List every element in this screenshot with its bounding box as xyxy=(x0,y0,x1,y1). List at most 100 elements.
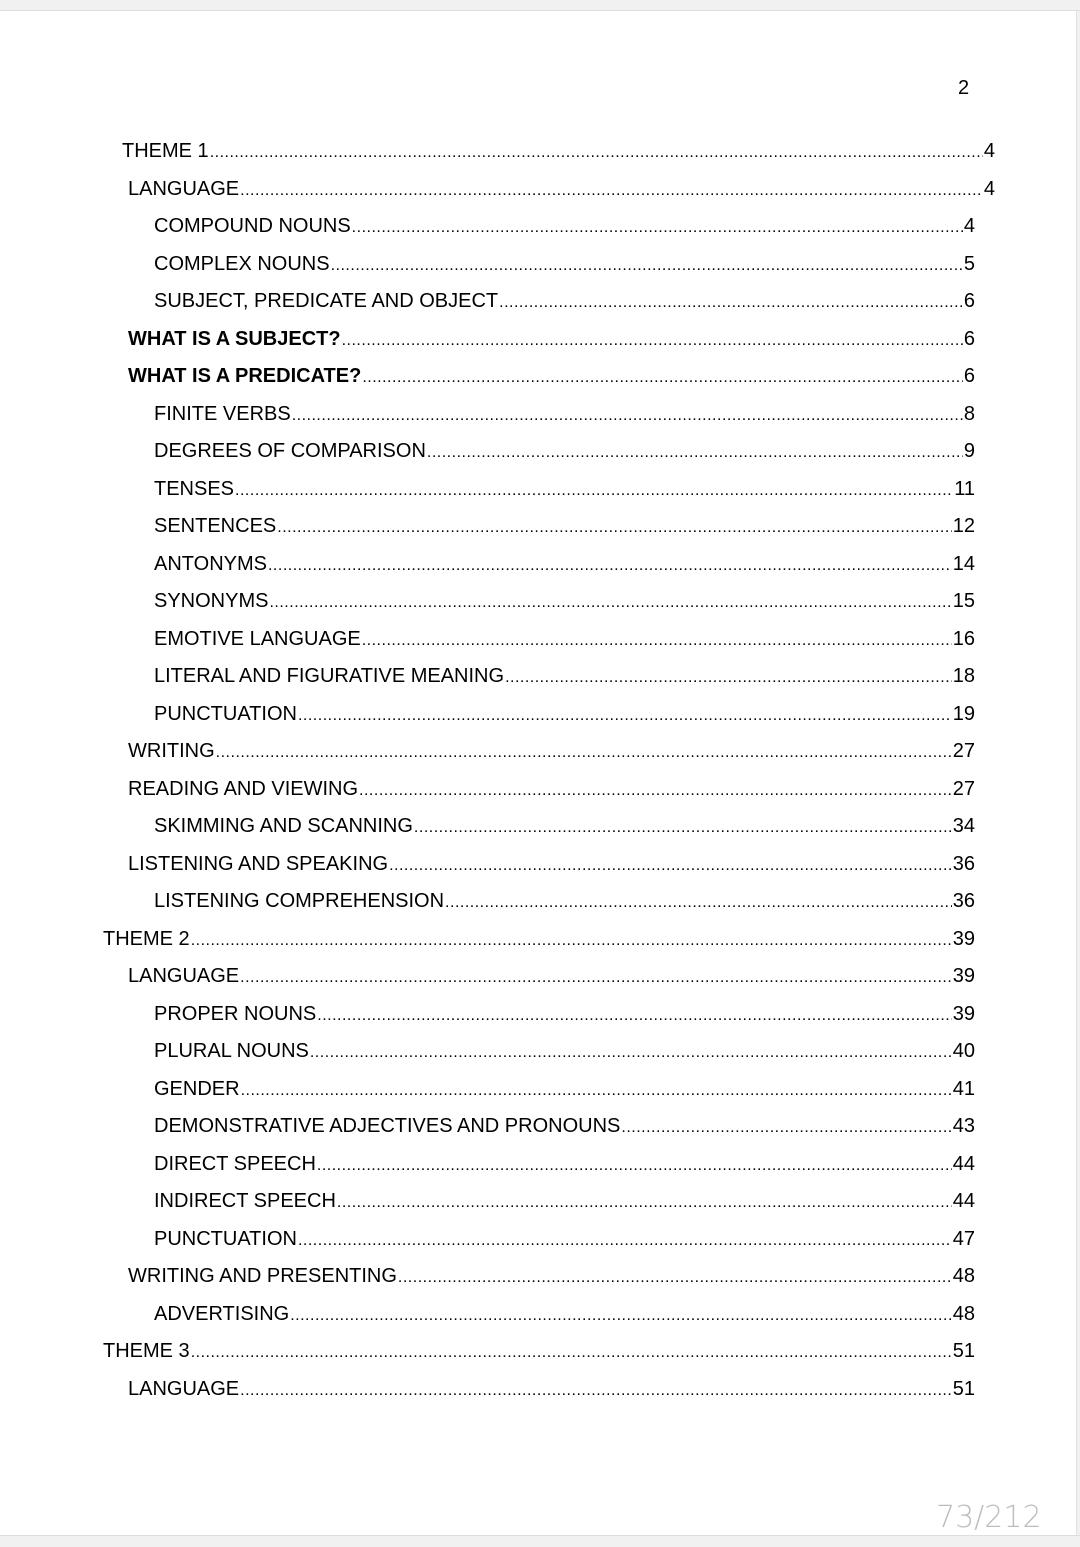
toc-dot-leader xyxy=(621,1116,951,1140)
toc-entry-title: COMPOUND NOUNS xyxy=(154,215,351,237)
toc-dot-leader xyxy=(191,929,952,953)
toc-entry-title: GENDER xyxy=(154,1077,240,1100)
toc-entry-title: THEME 1 xyxy=(122,140,209,162)
toc-entry-page: 14 xyxy=(952,552,975,575)
toc-entry-page: 15 xyxy=(952,590,975,612)
toc-entry-page: 27 xyxy=(952,777,975,800)
toc-dot-leader xyxy=(352,216,963,240)
toc-entry-page: 16 xyxy=(952,627,975,650)
toc-dot-leader xyxy=(269,591,951,615)
toc-entry-title: COMPLEX NOUNS xyxy=(154,252,330,275)
toc-entry[interactable]: COMPOUND NOUNS 4 xyxy=(154,214,975,238)
toc-entry-title: READING AND VIEWING xyxy=(128,777,359,800)
toc-entry[interactable]: COMPLEX NOUNS 5 xyxy=(154,252,975,276)
toc-entry-title: DEMONSTRATIVE ADJECTIVES AND PRONOUNS xyxy=(154,1115,621,1137)
toc-dot-leader xyxy=(389,854,952,878)
toc-dot-leader xyxy=(359,779,952,803)
toc-entry[interactable]: PROPER NOUNS 39 xyxy=(154,1002,975,1026)
toc-dot-leader xyxy=(337,1191,952,1215)
toc-entry[interactable]: DEMONSTRATIVE ADJECTIVES AND PRONOUNS 43 xyxy=(154,1114,975,1138)
toc-entry-page: 27 xyxy=(952,740,975,762)
toc-entry-page: 43 xyxy=(952,1115,975,1137)
toc-entry[interactable]: DEGREES OF COMPARISON 9 xyxy=(154,439,975,463)
toc-entry-page: 39 xyxy=(952,927,975,950)
toc-dot-leader xyxy=(317,1004,952,1028)
viewer-top-bar xyxy=(0,0,1080,11)
toc-entry[interactable]: WRITING AND PRESENTING 48 xyxy=(128,1264,975,1288)
toc-entry[interactable]: FINITE VERBS 8 xyxy=(154,402,975,426)
toc-entry-page: 36 xyxy=(952,890,975,912)
toc-entry-page: 9 xyxy=(963,440,975,462)
toc-entry[interactable]: LISTENING COMPREHENSION 36 xyxy=(154,889,975,913)
toc-entry[interactable]: EMOTIVE LANGUAGE 16 xyxy=(154,627,975,651)
toc-dot-leader xyxy=(427,441,963,465)
toc-dot-leader xyxy=(240,179,983,203)
toc-entry[interactable]: READING AND VIEWING 27 xyxy=(128,777,975,801)
toc-entry-title: SENTENCES xyxy=(154,515,277,537)
toc-entry[interactable]: SUBJECT, PREDICATE AND OBJECT 6 xyxy=(154,289,975,313)
page-counter: 73/212 xyxy=(936,1500,1042,1535)
toc-entry[interactable]: LANGUAGE 51 xyxy=(128,1377,975,1401)
toc-entry-page: 51 xyxy=(952,1340,975,1362)
toc-entry[interactable]: SYNONYMS 15 xyxy=(154,589,975,613)
toc-entry[interactable]: LISTENING AND SPEAKING 36 xyxy=(128,852,975,876)
toc-entry[interactable]: ADVERTISING 48 xyxy=(154,1302,975,1326)
toc-entry[interactable]: LANGUAGE 4 xyxy=(128,177,995,201)
toc-entry-title: LITERAL AND FIGURATIVE MEANING xyxy=(154,665,505,687)
toc-entry-page: 18 xyxy=(952,665,975,687)
toc-entry-title: SKIMMING AND SCANNING xyxy=(154,815,413,837)
toc-entry-page: 44 xyxy=(952,1152,975,1175)
toc-entry[interactable]: THEME 1 4 xyxy=(122,139,995,163)
toc-dot-leader xyxy=(292,404,963,428)
toc-entry-page: 47 xyxy=(952,1227,975,1250)
toc-dot-leader xyxy=(240,966,952,990)
toc-entry-title: EMOTIVE LANGUAGE xyxy=(154,627,361,650)
toc-entry[interactable]: TENSES 11 xyxy=(154,477,975,501)
toc-dot-leader xyxy=(505,666,952,690)
toc-entry[interactable]: THEME 2 39 xyxy=(103,927,975,951)
toc-dot-leader xyxy=(398,1266,952,1290)
toc-entry[interactable]: DIRECT SPEECH 44 xyxy=(154,1152,975,1176)
toc-entry-title: PROPER NOUNS xyxy=(154,1002,317,1025)
viewer-bottom-bar xyxy=(0,1535,1080,1547)
toc-entry-page: 48 xyxy=(952,1265,975,1287)
toc-entry-page: 36 xyxy=(952,852,975,875)
toc-entry[interactable]: PUNCTUATION 19 xyxy=(154,702,975,726)
toc-dot-leader xyxy=(445,891,952,915)
toc-dot-leader xyxy=(362,629,952,653)
toc-dot-leader xyxy=(362,366,963,390)
toc-entry[interactable]: GENDER 41 xyxy=(154,1077,975,1101)
toc-entry[interactable]: PLURAL NOUNS 40 xyxy=(154,1039,975,1063)
toc-entry-title: WHAT IS A PREDICATE? xyxy=(128,365,362,387)
toc-entry[interactable]: THEME 3 51 xyxy=(103,1339,975,1363)
toc-entry-page: 40 xyxy=(952,1040,975,1062)
toc-entry[interactable]: INDIRECT SPEECH 44 xyxy=(154,1189,975,1213)
toc-entry-page: 51 xyxy=(952,1377,975,1400)
toc-entry[interactable]: LANGUAGE 39 xyxy=(128,964,975,988)
toc-entry[interactable]: WHAT IS A SUBJECT? 6 xyxy=(128,327,975,351)
toc-entry[interactable]: SENTENCES 12 xyxy=(154,514,975,538)
toc-entry-page: 6 xyxy=(963,290,975,312)
toc-entry-page: 11 xyxy=(954,477,975,500)
toc-entry-page: 12 xyxy=(952,515,975,537)
toc-entry[interactable]: WHAT IS A PREDICATE? 6 xyxy=(128,364,975,388)
toc-entry[interactable]: SKIMMING AND SCANNING 34 xyxy=(154,814,975,838)
toc-dot-leader xyxy=(191,1341,952,1365)
toc-entry-title: TENSES xyxy=(154,477,235,500)
toc-entry[interactable]: PUNCTUATION 47 xyxy=(154,1227,975,1251)
toc-entry-page: 34 xyxy=(952,815,975,837)
toc-entry[interactable]: WRITING 27 xyxy=(128,739,975,763)
toc-entry[interactable]: LITERAL AND FIGURATIVE MEANING 18 xyxy=(154,664,975,688)
toc-entry-page: 39 xyxy=(952,965,975,987)
toc-entry-title: PLURAL NOUNS xyxy=(154,1040,309,1062)
toc-entry-page: 4 xyxy=(983,177,995,200)
toc-entry-page: 4 xyxy=(963,215,975,237)
toc-entry-title: ADVERTISING xyxy=(154,1302,290,1325)
toc-dot-leader xyxy=(241,1079,952,1103)
toc-dot-leader xyxy=(277,516,952,540)
toc-dot-leader xyxy=(210,141,983,165)
toc-entry[interactable]: ANTONYMS 14 xyxy=(154,552,975,576)
toc-dot-leader xyxy=(414,816,952,840)
toc-entry-page: 41 xyxy=(952,1077,975,1100)
toc-entry-page: 48 xyxy=(952,1302,975,1325)
